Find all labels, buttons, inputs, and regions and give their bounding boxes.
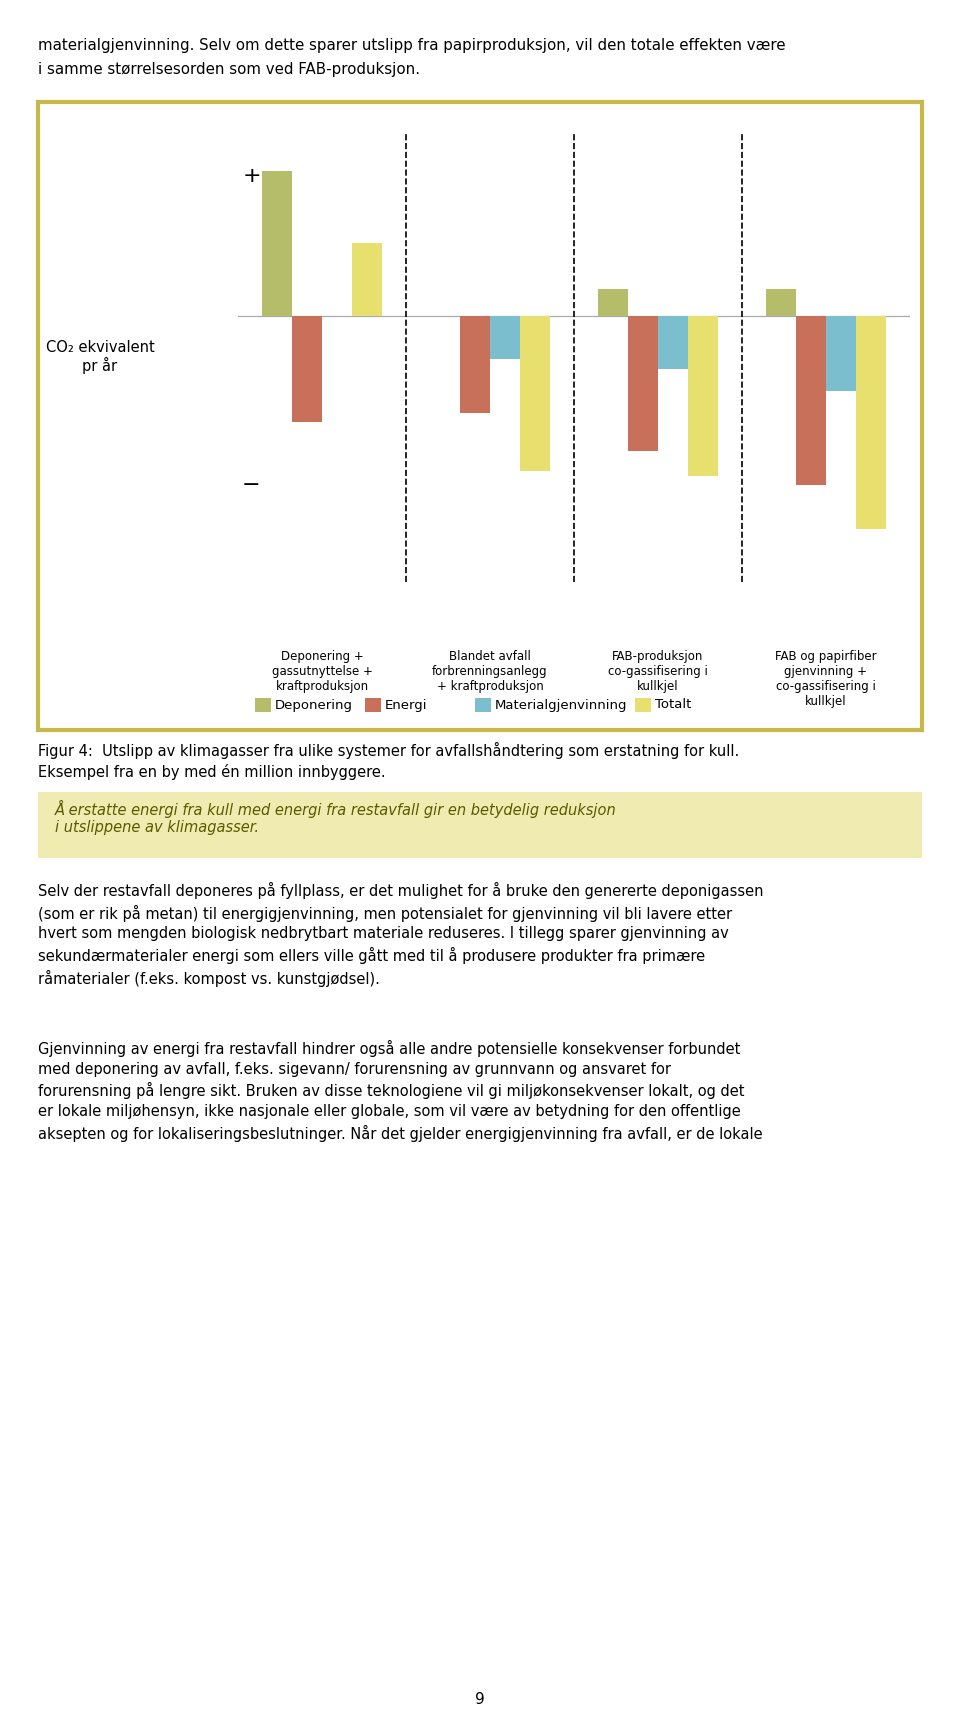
Text: Totalt: Totalt: [655, 699, 691, 711]
Bar: [628, 317, 658, 452]
Bar: [597, 289, 628, 317]
Bar: [826, 317, 856, 391]
Text: FAB og papirfiber
gjenvinning +
co-gassifisering i
kullkjel: FAB og papirfiber gjenvinning + co-gassi…: [775, 650, 876, 708]
Text: Deponering: Deponering: [275, 699, 353, 711]
Text: Figur 4:  Utslipp av klimagasser fra ulike systemer for avfallshåndtering som er: Figur 4: Utslipp av klimagasser fra ulik…: [38, 742, 739, 759]
Bar: [796, 317, 826, 484]
Bar: [688, 317, 718, 476]
Bar: [490, 317, 520, 360]
Text: CO₂ ekvivalent
pr år: CO₂ ekvivalent pr år: [46, 339, 155, 374]
Text: Deponering +
gassutnyttelse +
kraftproduksjon: Deponering + gassutnyttelse + kraftprodu…: [272, 650, 372, 694]
Text: Materialgjenvinning: Materialgjenvinning: [495, 699, 628, 711]
Bar: [658, 317, 688, 368]
Bar: [292, 317, 322, 422]
Bar: [765, 289, 796, 317]
Text: Selv der restavfall deponeres på fyllplass, er det mulighet for å bruke den gene: Selv der restavfall deponeres på fyllpla…: [38, 882, 763, 986]
Text: Eksempel fra en by med én million innbyggere.: Eksempel fra en by med én million innbyg…: [38, 765, 386, 780]
Bar: [261, 171, 292, 317]
Bar: [352, 244, 382, 317]
Text: −: −: [242, 476, 261, 495]
Text: +: +: [242, 166, 261, 185]
Text: 9: 9: [475, 1692, 485, 1708]
Text: Energi: Energi: [385, 699, 427, 711]
Text: Å erstatte energi fra kull med energi fra restavfall gir en betydelig reduksjon
: Å erstatte energi fra kull med energi fr…: [55, 799, 616, 836]
Bar: [460, 317, 490, 413]
Bar: [520, 317, 550, 471]
Text: materialgjenvinning. Selv om dette sparer utslipp fra papirproduksjon, vil den t: materialgjenvinning. Selv om dette spare…: [38, 38, 785, 54]
Text: i samme størrelsesorden som ved FAB-produksjon.: i samme størrelsesorden som ved FAB-prod…: [38, 62, 420, 78]
Text: Gjenvinning av energi fra restavfall hindrer også alle andre potensielle konsekv: Gjenvinning av energi fra restavfall hin…: [38, 1040, 762, 1142]
Text: FAB-produksjon
co-gassifisering i
kullkjel: FAB-produksjon co-gassifisering i kullkj…: [608, 650, 708, 694]
Bar: [856, 317, 886, 529]
Text: Blandet avfall
forbrenningsanlegg
+ kraftproduksjon: Blandet avfall forbrenningsanlegg + kraf…: [432, 650, 548, 694]
